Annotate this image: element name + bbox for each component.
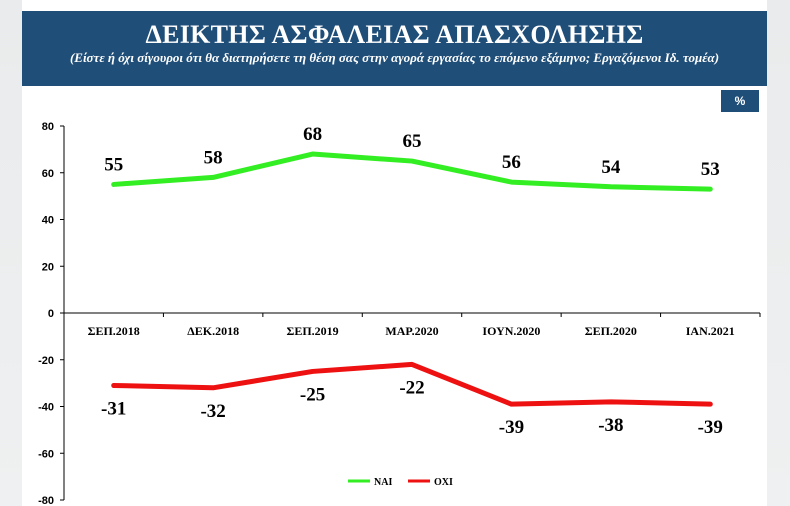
chart-data-labels: 55 58 68 65 56 54 53 -31 -32 -25 -22 -39 -38 -39 [101,124,723,438]
data-label: -31 [101,398,126,419]
page-subtitle: (Είστε ή όχι σίγουροι ότι θα διατηρήσετε… [69,50,720,65]
x-tick-label: ΙΟΥΝ.2020 [482,324,540,338]
page-title: ΔΕΙΚΤΗΣ ΑΣΦΑΛΕΙΑΣ ΑΠΑΣΧΟΛΗΣΗΣ [145,20,644,49]
data-label: -32 [200,401,225,422]
x-tick-label: ΣΕΠ.2019 [286,324,338,338]
data-label: -25 [300,384,325,405]
x-tick-label: ΜΑΡ.2020 [385,324,438,338]
y-tick-label: 80 [42,121,54,133]
y-tick-label: -80 [38,495,54,506]
y-tick-label: 40 [42,215,54,227]
data-label: 54 [601,157,621,178]
data-label: 65 [403,131,422,152]
y-tick-label: -60 [38,448,54,460]
legend-label-no: ΟΧΙ [434,477,453,488]
title-banner: ΔΕΙΚΤΗΣ ΑΣΦΑΛΕΙΑΣ ΑΠΑΣΧΟΛΗΣΗΣ (Είστε ή ό… [22,11,767,86]
legend-label-yes: ΝΑΙ [374,477,392,488]
y-tick-label: -40 [38,402,54,414]
chart-legend: ΝΑΙ ΟΧΙ [348,477,453,488]
chart-axes: 80 60 40 20 0 -20 -40 -60 -80 ΣΕΠ.2018 ΔΕΚ.2018 ΣΕΠ… [38,121,761,506]
series-line-yes [111,151,713,192]
x-tick-label: ΙΑΝ.2021 [686,324,735,338]
x-tick-label: ΣΕΠ.2018 [88,324,140,338]
data-label: -38 [598,415,623,436]
data-label: -22 [399,377,424,398]
data-label: 55 [104,154,123,175]
series-line-no [111,361,713,407]
x-tick-label: ΔΕΚ.2018 [187,324,239,338]
unit-badge: % [721,90,759,112]
data-label: 56 [502,152,521,173]
y-tick-label: 0 [48,308,54,320]
data-label: -39 [698,417,723,438]
y-tick-label: 60 [42,168,54,180]
y-tick-label: -20 [38,355,54,367]
data-label: 58 [204,147,223,168]
chart-series [111,151,713,407]
data-label: 53 [701,159,720,180]
data-label: -39 [499,417,524,438]
y-tick-label: 20 [42,261,54,273]
x-tick-label: ΣΕΠ.2020 [585,324,637,338]
data-label: 68 [303,124,322,145]
